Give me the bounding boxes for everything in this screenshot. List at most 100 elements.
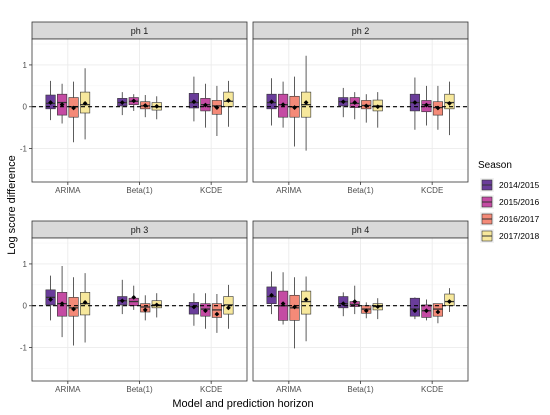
legend-title: Season [478, 160, 512, 171]
mean-point [340, 301, 346, 307]
box-beta1-0 [338, 87, 349, 118]
mean-point [363, 308, 369, 314]
mean-point [303, 100, 309, 105]
box-arima-0 [45, 80, 56, 121]
x-tick-label: Beta(1) [126, 186, 153, 195]
box-arima-3 [80, 68, 91, 140]
mean-point [214, 105, 220, 110]
mean-point [340, 99, 346, 105]
box-arima-0 [266, 78, 277, 126]
x-tick-label: ARIMA [276, 186, 302, 195]
box-beta1-0 [117, 279, 128, 315]
box-beta1-3 [372, 92, 383, 128]
mean-point [375, 304, 381, 309]
legend-entry-0: 2014/2015 [480, 178, 539, 192]
x-tick-label: Beta(1) [347, 385, 374, 394]
box-beta1-2 [140, 295, 151, 321]
facet-panel: ph 2 ARIMA Beta(1) KCDE [252, 21, 469, 195]
box-beta1-1 [128, 285, 139, 310]
y-tick-label: -1 [20, 145, 28, 154]
box-arima-3 [301, 55, 312, 151]
box-kcde-2 [432, 303, 443, 324]
x-tick-label: ARIMA [55, 385, 81, 394]
box-beta1-2 [361, 94, 372, 123]
x-tick-label: KCDE [200, 385, 222, 394]
facet-panels: ph 1 -1 0 1 ARIMA Beta(1) KCDE ph 2 ARIMA Beta(1)… [20, 21, 469, 394]
mean-point [352, 100, 358, 105]
mean-point [154, 103, 160, 109]
x-tick-label: Beta(1) [347, 186, 374, 195]
legend: Season 2014/2015 2015/2016 2016/2017 2017/2… [478, 160, 539, 243]
box-beta1-0 [117, 92, 128, 116]
box-kcde-3 [223, 80, 234, 127]
box-beta1-3 [151, 293, 162, 318]
x-tick-label: KCDE [421, 385, 443, 394]
legend-label: 2014/2015 [499, 180, 539, 190]
box-kcde-0 [409, 77, 420, 130]
mean-point [48, 100, 53, 105]
box-kcde-2 [211, 85, 222, 137]
box-kcde-0 [409, 297, 420, 320]
box-arima-3 [80, 273, 91, 343]
box-kcde-1 [421, 299, 432, 321]
facet-panel: ph 3 -1 0 1 ARIMA Beta(1) KCDE [20, 220, 248, 394]
box-beta1-2 [361, 302, 372, 319]
box-kcde-0 [188, 76, 199, 122]
box-beta1-1 [128, 94, 139, 111]
mean-point [269, 292, 274, 298]
mean-point [142, 103, 148, 108]
mean-point [280, 301, 286, 307]
box-body [409, 297, 420, 317]
mean-point [214, 311, 220, 317]
y-tick-label: -1 [20, 344, 28, 353]
mean-point [269, 99, 274, 105]
facet-label: ph 3 [131, 225, 149, 235]
mean-point [412, 100, 418, 105]
mean-point [131, 98, 137, 104]
mean-point [119, 298, 125, 304]
x-tick-label: KCDE [421, 186, 443, 195]
box-arima-3 [301, 276, 312, 342]
legend-entry-3: 2017/2018 [480, 229, 539, 243]
legend-label: 2016/2017 [499, 214, 539, 224]
box-arima-1 [57, 266, 68, 338]
mean-point [226, 305, 231, 311]
y-tick-label: 0 [23, 302, 28, 311]
box-arima-0 [266, 271, 277, 315]
mean-point [203, 308, 208, 314]
x-tick-label: KCDE [200, 186, 222, 195]
box-kcde-2 [211, 294, 222, 333]
mean-point [82, 100, 88, 106]
facet-label: ph 1 [131, 26, 149, 36]
box-kcde-3 [444, 81, 455, 136]
legend-label: 2017/2018 [499, 231, 539, 241]
mean-point [154, 302, 160, 308]
box-beta1-0 [338, 292, 349, 317]
box-arima-1 [57, 83, 68, 124]
mean-point [191, 99, 197, 105]
mean-point [131, 294, 137, 300]
legend-entry-2: 2016/2017 [480, 212, 539, 226]
mean-point [424, 102, 429, 108]
box-kcde-1 [200, 293, 211, 329]
mean-point [59, 102, 65, 108]
mean-point [412, 308, 418, 314]
mean-point [226, 98, 231, 103]
mean-point [203, 102, 208, 108]
box-beta1-1 [349, 92, 360, 120]
mean-point [59, 301, 65, 307]
box-arima-2 [68, 81, 79, 143]
box-beta1-3 [372, 298, 383, 320]
mean-point [280, 102, 286, 108]
box-kcde-1 [421, 85, 432, 126]
facet-panel: ph 1 -1 0 1 ARIMA Beta(1) KCDE [20, 21, 248, 195]
mean-point [303, 297, 309, 302]
legend-entry-1: 2015/2016 [480, 195, 539, 209]
mean-point [447, 100, 452, 106]
mean-point [363, 103, 369, 109]
box-arima-1 [278, 81, 289, 128]
x-tick-label: ARIMA [55, 186, 81, 195]
mean-point [142, 307, 148, 313]
mean-point [424, 308, 429, 314]
